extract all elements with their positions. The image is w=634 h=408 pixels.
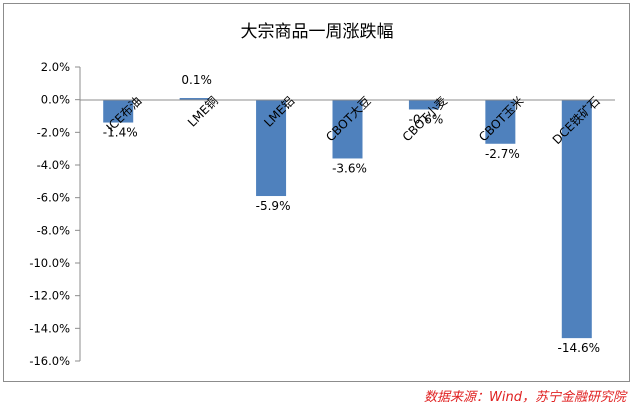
y-tick-label: 0.0% bbox=[41, 93, 70, 107]
bar bbox=[485, 99, 516, 144]
y-tick-label: -16.0% bbox=[29, 354, 70, 368]
bars bbox=[103, 98, 592, 339]
data-label: -3.6% bbox=[332, 161, 367, 175]
y-tick-label: -14.0% bbox=[29, 321, 70, 335]
y-tick-label: 2.0% bbox=[41, 60, 70, 74]
bar bbox=[408, 99, 439, 110]
data-label: -5.9% bbox=[256, 199, 291, 213]
y-tick-label: -2.0% bbox=[37, 125, 70, 139]
bar bbox=[561, 99, 592, 339]
y-tick-label: -10.0% bbox=[29, 256, 70, 270]
chart-frame bbox=[3, 3, 630, 382]
data-label: -2.7% bbox=[485, 147, 520, 161]
source-note: 数据来源：Wind，苏宁金融研究院 bbox=[424, 390, 626, 405]
chart-title: 大宗商品一周涨跌幅 bbox=[241, 22, 394, 42]
y-tick-label: -8.0% bbox=[37, 223, 70, 237]
bar bbox=[103, 99, 134, 123]
data-label: -0.6% bbox=[409, 112, 444, 126]
bar bbox=[256, 99, 287, 197]
bar bbox=[179, 98, 210, 100]
y-tick-label: -6.0% bbox=[37, 191, 70, 205]
y-axis-ticks: 2.0% 0.0% -2.0% -4.0% -6.0% -8.0% -10.0% -12.0%… bbox=[29, 60, 80, 368]
data-label: -14.6% bbox=[558, 341, 600, 355]
data-label: -1.4% bbox=[103, 126, 138, 140]
data-label: 0.1% bbox=[181, 73, 212, 87]
bar bbox=[332, 99, 363, 159]
data-labels: -1.4% 0.1% -5.9% -3.6% -0.6% -2.7% -14.6% bbox=[103, 73, 600, 355]
y-tick-label: -4.0% bbox=[37, 158, 70, 172]
y-tick-label: -12.0% bbox=[29, 289, 70, 303]
